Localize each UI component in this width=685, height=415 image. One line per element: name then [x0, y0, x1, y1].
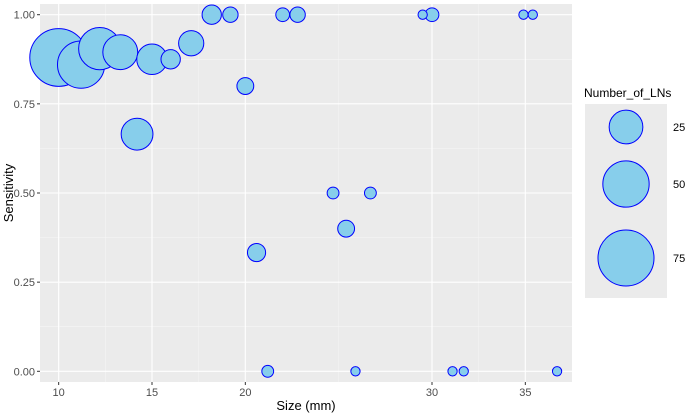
data-point: [527, 9, 538, 20]
data-point: [246, 242, 267, 263]
data-point: [120, 117, 154, 151]
data-point: [289, 6, 306, 23]
x-tick-label: 20: [239, 387, 251, 399]
axis-ticks: [37, 14, 526, 385]
x-axis-title: Size (mm): [276, 398, 335, 413]
data-point: [201, 4, 222, 25]
y-tick-label: 0.00: [14, 366, 35, 378]
data-point: [222, 6, 239, 23]
legend-key-circle: [608, 109, 644, 145]
legend-key-circle: [602, 160, 650, 208]
data-point: [417, 9, 428, 20]
y-tick-label: 1.00: [14, 10, 35, 22]
legend-keys: 25 50 75: [597, 109, 685, 287]
data-point: [350, 366, 361, 377]
y-tick-label: 0.75: [14, 99, 35, 111]
y-tick-label: 0.50: [14, 188, 35, 200]
data-point: [363, 186, 377, 200]
data-points: [29, 4, 563, 378]
y-axis-title: Sensitivity: [1, 163, 16, 222]
data-point: [261, 364, 275, 378]
data-point: [551, 366, 563, 377]
x-tick-label: 10: [53, 387, 65, 399]
data-point: [337, 219, 356, 238]
legend-key-circle: [597, 229, 655, 287]
x-tick-label: 15: [146, 387, 158, 399]
data-point: [236, 77, 255, 95]
y-tick-label: 0.25: [14, 277, 35, 289]
x-tick-label: 30: [426, 387, 438, 399]
data-point: [160, 49, 181, 70]
data-point: [275, 7, 291, 23]
legend-key-label: 50: [673, 179, 685, 191]
y-tick-labels: 0.00 0.25 0.50 0.75 1.00: [14, 10, 35, 379]
x-tick-labels: 10 15 20 30 35: [53, 387, 532, 399]
data-point: [102, 34, 139, 71]
size-legend: Number_of_LNs 25 50 75: [584, 86, 685, 298]
data-point: [458, 366, 469, 377]
legend-title: Number_of_LNs: [584, 86, 671, 100]
legend-key-label: 75: [673, 253, 685, 265]
data-point: [447, 366, 458, 377]
x-tick-label: 35: [519, 387, 531, 399]
legend-key-label: 25: [673, 122, 685, 134]
data-point: [178, 30, 205, 57]
data-point: [326, 186, 340, 200]
data-point: [518, 9, 529, 20]
